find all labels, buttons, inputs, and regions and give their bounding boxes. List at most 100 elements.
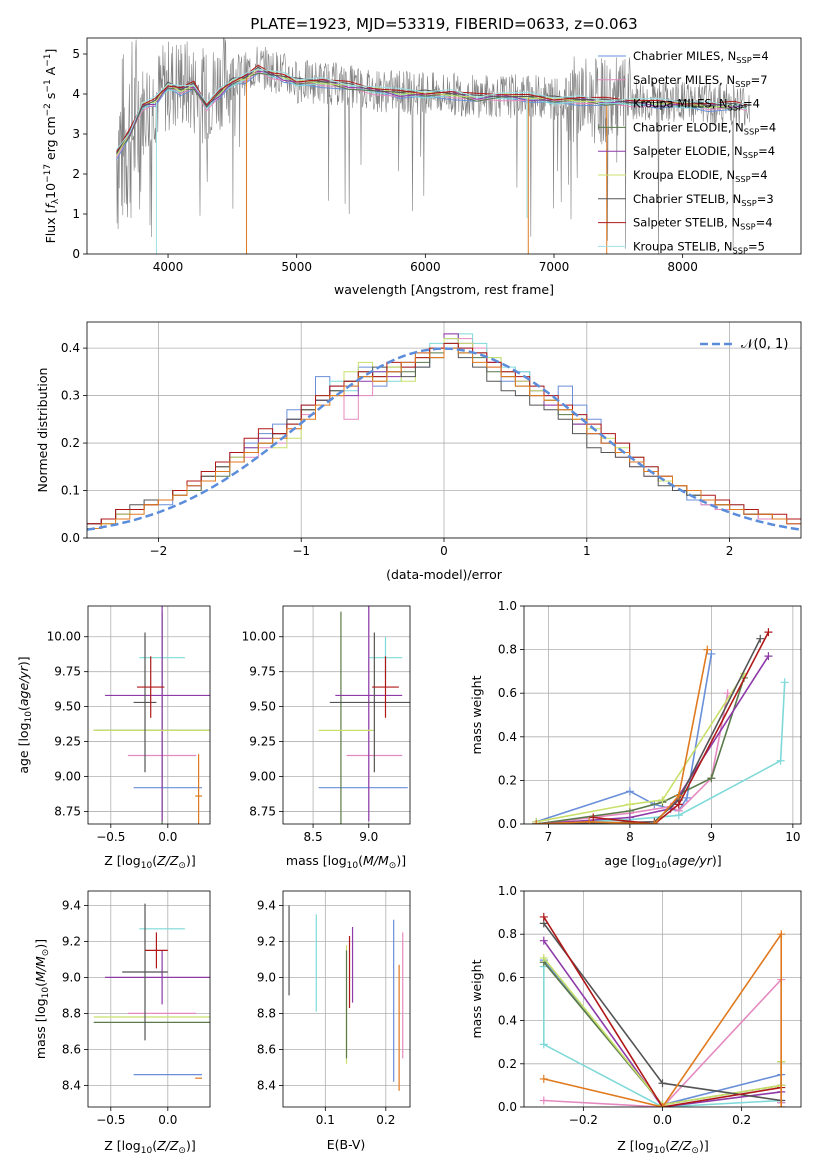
marker: [764, 628, 773, 637]
x-tick-label: 1: [583, 544, 591, 558]
axes-frame: [87, 605, 211, 825]
marker: [777, 930, 786, 939]
series-line: [543, 940, 782, 1107]
plot-background: [283, 606, 410, 824]
legend: Chabrier MILES, NSSP=4 Salpeter MILES, NS…: [598, 49, 776, 255]
y-tick-label: 0.8: [498, 927, 517, 941]
y-tick-label: 4: [72, 87, 80, 101]
histogram-step: [87, 347, 801, 529]
axes-frame: [282, 890, 411, 1108]
y-tick-label: 0.3: [61, 389, 80, 403]
axes-frame: [86, 37, 802, 255]
x-tick-label: −2: [150, 544, 168, 558]
x-tick-label: 8000: [667, 260, 698, 274]
y-tick-label: 1.0: [498, 599, 517, 613]
chart-title: PLATE=1923, MJD=53319, FIBERID=0633, z=0…: [250, 15, 637, 33]
plot-area: [283, 606, 410, 824]
x-tick-label: 0.0: [158, 830, 177, 844]
age-vs-metallicity-panel: −0.5 0.0 8.75 9.00 9.25 9.50 9.75 10.00: [47, 605, 211, 844]
y-axis-label: Normed distribution: [35, 368, 50, 493]
plot-area: [524, 891, 801, 1107]
y-tick-label: 0.4: [498, 1014, 517, 1028]
y-tick-label: 3: [72, 127, 80, 141]
y-tick-label: 9.50: [54, 700, 81, 714]
legend-label: Salpeter STELIB, NSSP=4: [633, 216, 773, 232]
x-tick-label: 7: [545, 830, 553, 844]
x-axis-label: Z [log10(Z/Z⊙)]: [104, 1138, 195, 1156]
x-tick-label: 2: [726, 544, 734, 558]
normal-curve: [87, 347, 801, 531]
y-tick-label: 8.4: [62, 1078, 81, 1092]
y-tick-label: 0.4: [61, 341, 80, 355]
x-tick-label: 8: [626, 830, 634, 844]
error-bar: [335, 606, 403, 822]
y-tick-label: 0.1: [61, 484, 80, 498]
x-tick-label: −0.5: [96, 830, 125, 844]
axes-frame: [523, 890, 802, 1108]
marker: [539, 1096, 548, 1105]
series-line: [536, 655, 770, 824]
y-tick-label: 0: [72, 247, 80, 261]
y-tick-label: 1.0: [498, 884, 517, 898]
mass-vs-metallicity-panel: −0.5 0.0 8.4 8.6 8.8 9.0 9.2 9.4: [62, 890, 211, 1127]
marker: [674, 811, 683, 820]
y-tick-label: 9.0: [257, 970, 276, 984]
marker: [682, 793, 691, 802]
legend-label: 𝒩(0, 1): [741, 337, 788, 352]
marker: [658, 796, 667, 805]
series-line: [543, 931, 783, 1107]
marker: [780, 678, 789, 687]
marker: [674, 791, 683, 800]
marker: [703, 645, 712, 654]
y-axis-label: mass weight: [469, 959, 484, 1038]
y-tick-label: 8.4: [257, 1078, 276, 1092]
y-tick-label: 5: [72, 47, 80, 61]
error-bar: [329, 632, 410, 773]
marker: [658, 1103, 667, 1107]
model-spectrum: [116, 68, 748, 150]
series: [539, 930, 786, 1107]
x-tick-label: −1: [292, 544, 310, 558]
marker: [532, 820, 541, 824]
x-tick-label: 0.0: [653, 1113, 672, 1127]
marker: [539, 1040, 548, 1049]
x-tick-label: 10: [785, 830, 800, 844]
error-bar: [145, 932, 168, 969]
legend-label: Kroupa STELIB, NSSP=5: [633, 239, 765, 255]
y-axis-label: Flux [fλ10−17 erg cm−2 s−1 A−1]: [43, 49, 61, 244]
y-tick-label: 8.75: [54, 804, 81, 818]
y-tick-label: 8.8: [257, 1006, 276, 1020]
residual-histogram-panel: −2 −1 0 1 2 0.0 0.1 0.2 0.3 0.4: [61, 321, 802, 558]
series-line: [536, 693, 729, 824]
x-tick-label: 6000: [410, 260, 441, 274]
marker: [723, 689, 732, 698]
y-tick-label: 8.75: [249, 804, 276, 818]
y-axis-label: age [log10(age/yr)]: [16, 656, 34, 773]
x-tick-label: 5000: [281, 260, 312, 274]
marker: [585, 817, 594, 824]
y-tick-label: 0.2: [61, 436, 80, 450]
y-tick-label: 9.75: [249, 665, 276, 679]
plot-area: [116, 38, 750, 254]
x-tick-label: 8.5: [304, 830, 323, 844]
error-bar: [105, 606, 210, 822]
y-tick-label: 9.4: [62, 898, 81, 912]
x-axis-label: mass [log10(M/M⊙)]: [286, 853, 406, 871]
plot-area: [88, 606, 210, 824]
marker: [650, 820, 659, 824]
y-tick-label: 8.8: [62, 1006, 81, 1020]
series-line: [542, 966, 782, 1107]
y-tick-label: 9.75: [54, 665, 81, 679]
x-axis-label: E(B-V): [327, 1137, 366, 1152]
marker: [539, 953, 548, 962]
y-tick-label: 0.6: [498, 686, 517, 700]
legend-label: Chabrier STELIB, NSSP=3: [633, 192, 774, 208]
y-tick-label: 8.6: [62, 1042, 81, 1056]
legend-label: Kroupa ELODIE, NSSP=4: [633, 168, 768, 184]
y-tick-label: 10.00: [242, 630, 276, 644]
x-tick-label: 7000: [539, 260, 570, 274]
marker: [658, 1079, 667, 1088]
x-tick-label: 0.2: [732, 1113, 751, 1127]
y-tick-label: 9.25: [54, 735, 81, 749]
